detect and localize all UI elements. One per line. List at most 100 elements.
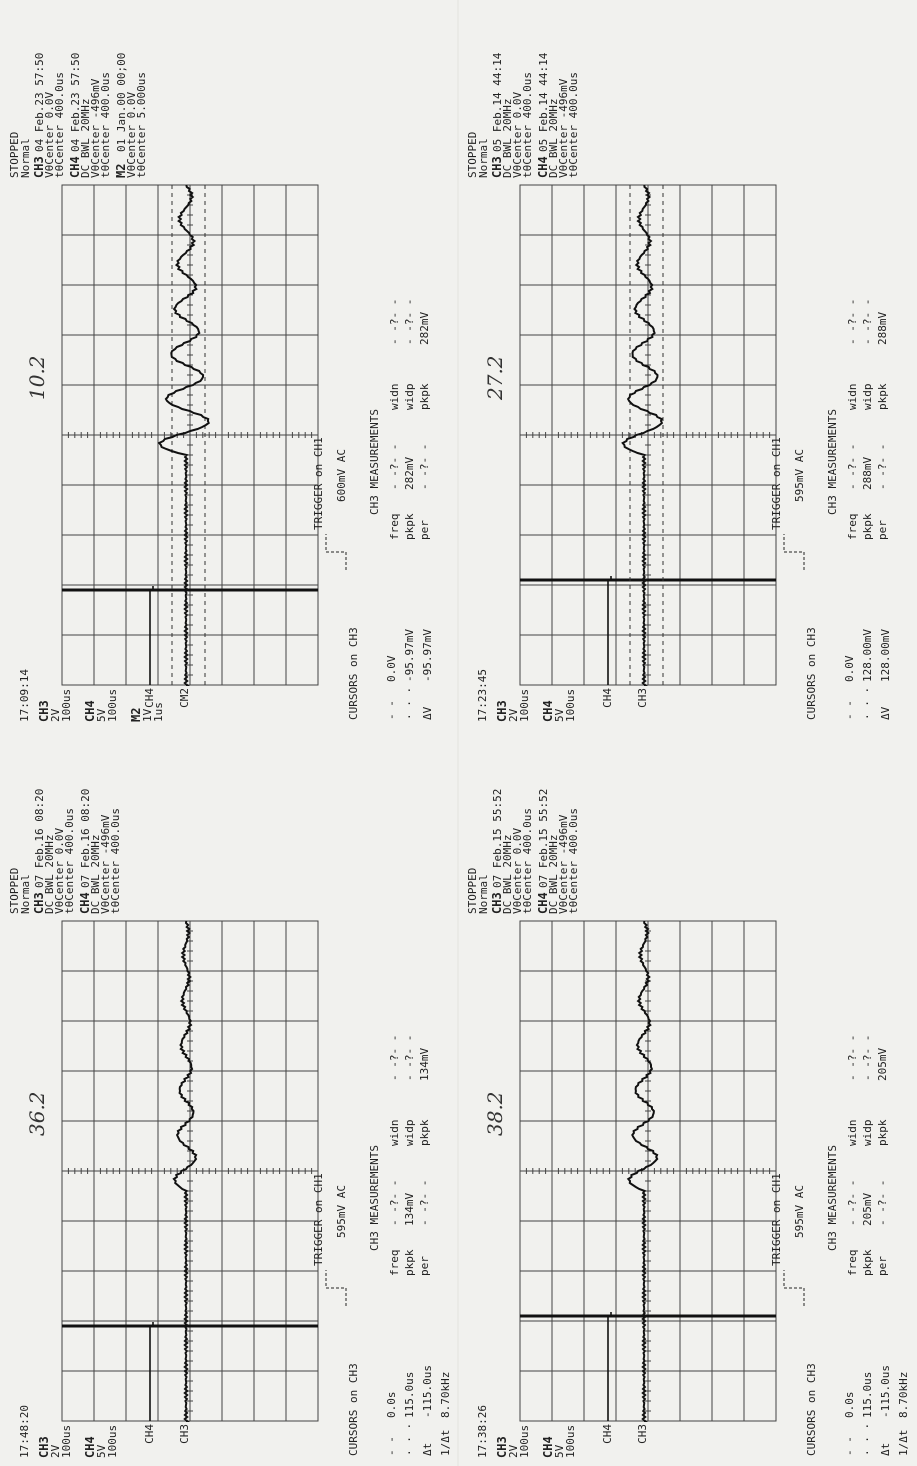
measurement-label: freq — [388, 1250, 401, 1277]
measurement-label: widp — [403, 1120, 416, 1147]
measurement-value: - -?- - — [403, 1035, 416, 1081]
cursor-symbol: 1/Δt — [439, 1430, 452, 1457]
scan: 17:09:1410.2CH32V100usCH45V100usM21V1usC… — [0, 0, 917, 1466]
measurement-value: - -?- - — [846, 299, 859, 345]
measurement-label: pkpk — [418, 383, 431, 410]
mode: Normal — [477, 874, 490, 914]
ground-marker: CH4 — [601, 688, 614, 708]
ground-marker: CM2 — [178, 688, 191, 708]
measurement-label: widp — [403, 384, 416, 411]
cursor-value: 115.0us — [861, 1372, 874, 1418]
cursor-symbol: 1/Δt — [897, 1430, 910, 1457]
timestamp: 17:38:26 — [476, 1405, 489, 1458]
cursor-symbol: ΔV — [421, 706, 434, 720]
measurement-value: 205mV — [861, 1193, 874, 1226]
measurement-value: - -?- - — [846, 1035, 859, 1081]
measurement-value: - -?- - — [861, 299, 874, 345]
channel-time: 100us — [60, 1425, 73, 1458]
ground-marker: CH4 — [143, 688, 156, 708]
ground-marker: CH4 — [601, 1424, 614, 1444]
measurement-label: freq — [388, 514, 401, 541]
cursor-symbol: · · · — [861, 1423, 874, 1456]
measurement-value: - -?- - — [388, 444, 401, 490]
measurement-title: CH3 MEASUREMENTS — [826, 409, 839, 515]
measurement-label: pkpk — [403, 1249, 416, 1276]
cursor-symbol: - - — [843, 700, 856, 720]
measurement-value: 282mV — [403, 457, 416, 490]
header-line: tθCenter 400.0us — [521, 72, 534, 178]
measurement-value: - -?- - — [876, 1180, 889, 1226]
measurement-value: - -?- - — [388, 1035, 401, 1081]
measurement-label: widn — [388, 384, 401, 411]
cursor-symbol: · · · — [403, 687, 416, 720]
measurement-value: - -?- - — [846, 1180, 859, 1226]
measurement-label: per — [876, 520, 889, 540]
header-line: tθCenter 5.000us — [135, 72, 148, 178]
measurement-value: 134mV — [403, 1193, 416, 1226]
cursor-value: 0.0s — [843, 1392, 856, 1419]
measurement-title: CH3 MEASUREMENTS — [368, 409, 381, 515]
page: 17:09:1410.2CH32V100usCH45V100usM21V1usC… — [0, 0, 917, 1466]
cursor-symbol: Δt — [879, 1443, 892, 1456]
trigger-level: 595mV AC — [793, 449, 806, 502]
cursor-value: 128.00mV — [861, 629, 874, 682]
measurement-label: per — [418, 520, 431, 540]
measurement-label: pkpk — [861, 1249, 874, 1276]
cursor-title: CURSORS on CH3 — [805, 1363, 818, 1456]
header-line: tθCenter 400.0us — [99, 72, 112, 178]
cursor-title: CURSORS on CH3 — [347, 1363, 360, 1456]
timestamp: 17:09:14 — [18, 669, 31, 722]
measurement-label: widn — [846, 384, 859, 411]
channel-time: 100us — [518, 689, 531, 722]
cursor-value: -95.97mV — [403, 629, 416, 682]
cursor-value: 8.70kHz — [439, 1372, 452, 1418]
measurement-value: - -?- - — [388, 299, 401, 345]
measurement-title: CH3 MEASUREMENTS — [826, 1145, 839, 1251]
measurement-value: - -?- - — [418, 1180, 431, 1226]
measurement-label: widn — [388, 1120, 401, 1147]
trigger-label: TRIGGER on CH1 — [770, 1173, 783, 1266]
mode: Normal — [477, 138, 490, 178]
cursor-value: 115.0us — [403, 1372, 416, 1418]
measurement-value: - -?- - — [876, 444, 889, 490]
measurement-label: widp — [861, 384, 874, 411]
channel-time: 100us — [106, 1425, 119, 1458]
handwritten-note: 27.2 — [483, 355, 507, 401]
channel-time: 100us — [518, 1425, 531, 1458]
cursor-value: -115.0us — [421, 1365, 434, 1418]
cursor-title: CURSORS on CH3 — [805, 627, 818, 720]
ground-marker: CH4 — [143, 1424, 156, 1444]
cursor-value: 0.0V — [385, 655, 398, 682]
measurement-value: - -?- - — [861, 1035, 874, 1081]
header-line: tθCenter 400.0us — [63, 808, 76, 914]
cursor-symbol: · · · — [861, 687, 874, 720]
measurement-value: 288mV — [876, 312, 889, 345]
cursor-symbol: · · · — [403, 1423, 416, 1456]
cursor-symbol: - - — [385, 700, 398, 720]
mode: Normal — [19, 874, 32, 914]
cursor-symbol: ΔV — [879, 706, 892, 720]
mode: Normal — [19, 138, 32, 178]
trigger-label: TRIGGER on CH1 — [312, 437, 325, 530]
cursor-value: 0.0s — [385, 1392, 398, 1419]
cursor-symbol: - - — [385, 1436, 398, 1456]
measurement-value: 134mV — [418, 1048, 431, 1081]
handwritten-note: 10.2 — [25, 355, 49, 400]
cursor-value: -115.0us — [879, 1365, 892, 1418]
cursor-title: CURSORS on CH3 — [347, 627, 360, 720]
cursor-symbol: - - — [843, 1436, 856, 1456]
measurement-label: per — [876, 1256, 889, 1276]
trigger-label: TRIGGER on CH1 — [770, 437, 783, 530]
measurement-label: pkpk — [403, 513, 416, 540]
measurement-label: pkpk — [876, 383, 889, 410]
measurement-value: 205mV — [876, 1048, 889, 1081]
channel-time: 100us — [564, 1425, 577, 1458]
trigger-level: 595mV AC — [335, 1185, 348, 1238]
cursor-symbol: Δt — [421, 1443, 434, 1456]
cursor-value: -95.97mV — [421, 629, 434, 682]
measurement-label: per — [418, 1256, 431, 1276]
timestamp: 17:48:20 — [18, 1405, 31, 1458]
channel-time: 100us — [106, 689, 119, 722]
ground-marker: CH3 — [178, 1424, 191, 1444]
cursor-value: 0.0V — [843, 655, 856, 682]
